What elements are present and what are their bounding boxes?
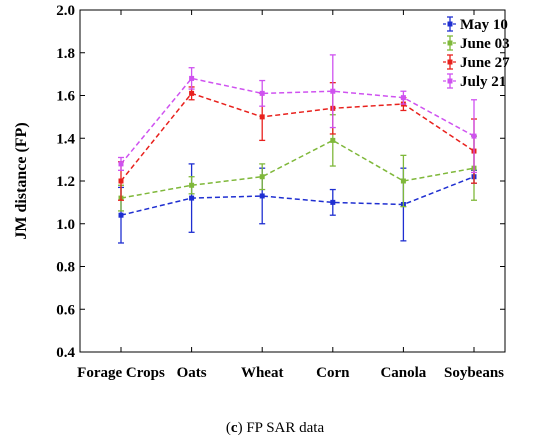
data-point [259, 114, 265, 120]
y-tick-label: 1.4 [56, 131, 75, 147]
caption-label: c [230, 420, 238, 436]
series-line [120, 176, 475, 216]
data-point [189, 182, 195, 188]
y-tick-label: 1.6 [56, 89, 75, 105]
y-tick-label: 0.6 [56, 302, 75, 318]
series-3 [118, 82, 477, 201]
plot-frame [79, 9, 506, 353]
series-layer [118, 54, 477, 244]
y-axis-ticks: 0.4 0.6 0.8 1.0 1.2 1.4 1.6 1.8 2.0 [56, 3, 505, 361]
legend-entry-2: June 03 [443, 35, 510, 52]
data-point [330, 199, 336, 205]
legend-entry-1: May 10 [443, 16, 508, 33]
caption-text: FP SAR data [246, 420, 325, 436]
y-tick-label: 1.8 [56, 46, 75, 62]
data-point [189, 75, 195, 81]
x-axis-ticks: Forage Crops Oats Wheat Corn Canola Soybeans [77, 10, 504, 381]
data-point [330, 88, 336, 94]
data-point [259, 90, 265, 96]
x-tick-label: Wheat [241, 365, 284, 381]
legend-label: June 27 [460, 55, 510, 71]
legend: May 10 June 03 June 27 July 21 [443, 16, 510, 90]
legend-entry-4: July 21 [443, 73, 506, 90]
legend-marker [447, 40, 453, 46]
y-axis-title: JM distance (FP) [13, 122, 30, 239]
legend-marker [447, 21, 453, 27]
data-point [400, 95, 406, 101]
y-tick-label: 0.8 [56, 260, 75, 276]
x-tick-label: Forage Crops [77, 365, 165, 381]
data-point [259, 174, 265, 180]
series-4 [118, 54, 477, 174]
plot-border [79, 9, 506, 353]
legend-marker [447, 78, 453, 84]
data-point [471, 133, 477, 139]
data-point [259, 193, 265, 199]
legend-label: July 21 [460, 74, 506, 90]
series-line [120, 77, 475, 165]
data-point [330, 137, 336, 143]
legend-entry-3: June 27 [443, 54, 510, 71]
legend-label: June 03 [460, 36, 510, 52]
y-tick-label: 0.4 [56, 345, 75, 361]
series-line [120, 139, 475, 199]
y-tick-label: 1.0 [56, 217, 75, 233]
data-point [118, 161, 124, 167]
data-point [189, 195, 195, 201]
y-tick-label: 2.0 [56, 3, 75, 19]
figure-caption: (c) FP SAR data [225, 420, 325, 436]
y-tick-label: 1.2 [56, 174, 75, 190]
x-tick-label: Soybeans [444, 365, 504, 381]
x-tick-label: Corn [316, 365, 350, 381]
jm-distance-chart: 0.4 0.6 0.8 1.0 1.2 1.4 1.6 1.8 2.0 Forage Crops… [13, 3, 510, 381]
legend-marker [447, 59, 453, 65]
legend-label: May 10 [460, 17, 508, 33]
data-point [189, 90, 195, 96]
x-tick-label: Oats [177, 365, 207, 381]
series-1 [118, 163, 477, 244]
data-point [400, 178, 406, 184]
data-point [118, 178, 124, 184]
x-tick-label: Canola [380, 365, 426, 381]
data-point [118, 212, 124, 218]
